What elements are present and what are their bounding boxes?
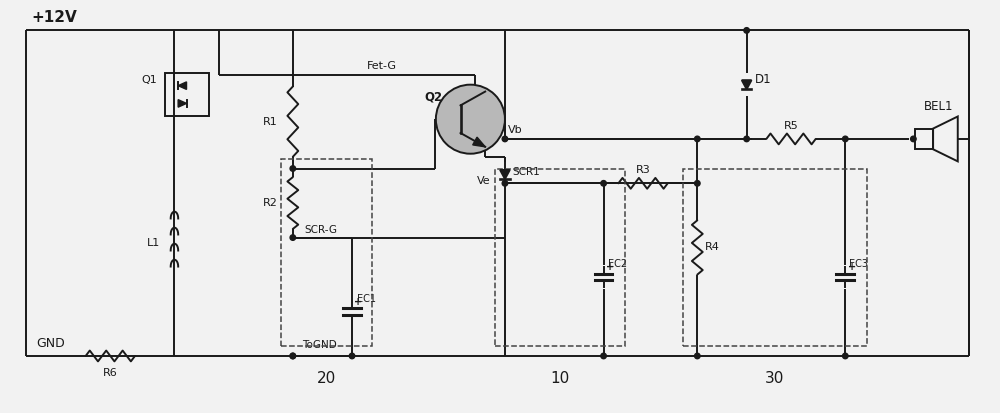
Text: BEL1: BEL1 [924, 100, 954, 112]
Text: R3: R3 [636, 166, 650, 176]
Circle shape [349, 353, 355, 359]
Circle shape [290, 353, 296, 359]
Text: R4: R4 [705, 242, 720, 252]
Text: Ve: Ve [477, 176, 490, 186]
Text: R1: R1 [263, 116, 278, 127]
Text: SCR-G: SCR-G [305, 225, 338, 235]
Text: +: + [354, 297, 363, 306]
Circle shape [843, 353, 848, 359]
Text: R5: R5 [784, 121, 798, 131]
Circle shape [695, 180, 700, 186]
Circle shape [695, 353, 700, 359]
Text: R2: R2 [263, 198, 278, 208]
Bar [915, 128, 933, 149]
Polygon shape [473, 137, 485, 147]
Circle shape [290, 235, 296, 240]
Text: +12V: +12V [31, 10, 77, 26]
Polygon shape [742, 80, 751, 89]
Text: SCR1: SCR1 [513, 167, 541, 178]
Text: R6: R6 [103, 368, 118, 378]
Circle shape [502, 136, 508, 142]
Text: EC3: EC3 [849, 259, 868, 269]
Text: D1: D1 [755, 73, 771, 86]
Text: +: + [848, 262, 856, 272]
Text: EC1: EC1 [357, 294, 376, 304]
Circle shape [502, 180, 508, 186]
Circle shape [290, 166, 296, 171]
Circle shape [744, 136, 749, 142]
Circle shape [744, 28, 749, 33]
Polygon shape [178, 82, 187, 90]
Bar [165, 73, 209, 116]
Text: L1: L1 [146, 237, 160, 247]
Circle shape [601, 180, 606, 186]
Text: EC2: EC2 [608, 259, 627, 269]
Text: Q1: Q1 [141, 75, 157, 85]
Circle shape [601, 353, 606, 359]
Bar [495, 169, 625, 346]
Text: Fet-G: Fet-G [367, 61, 397, 71]
Text: 20: 20 [317, 371, 336, 386]
Bar [683, 169, 867, 346]
Text: GND: GND [36, 337, 65, 350]
Circle shape [695, 136, 700, 142]
Bar [281, 159, 372, 346]
Circle shape [436, 85, 505, 154]
Circle shape [911, 136, 916, 142]
Polygon shape [178, 100, 187, 107]
Text: +: + [606, 262, 614, 272]
Polygon shape [500, 170, 510, 179]
Text: 10: 10 [551, 371, 570, 386]
Text: Vb: Vb [508, 125, 523, 135]
Circle shape [843, 136, 848, 142]
Circle shape [290, 353, 296, 359]
Text: 30: 30 [765, 371, 784, 386]
Text: Q2: Q2 [425, 91, 443, 104]
Text: ToGND: ToGND [302, 340, 337, 350]
